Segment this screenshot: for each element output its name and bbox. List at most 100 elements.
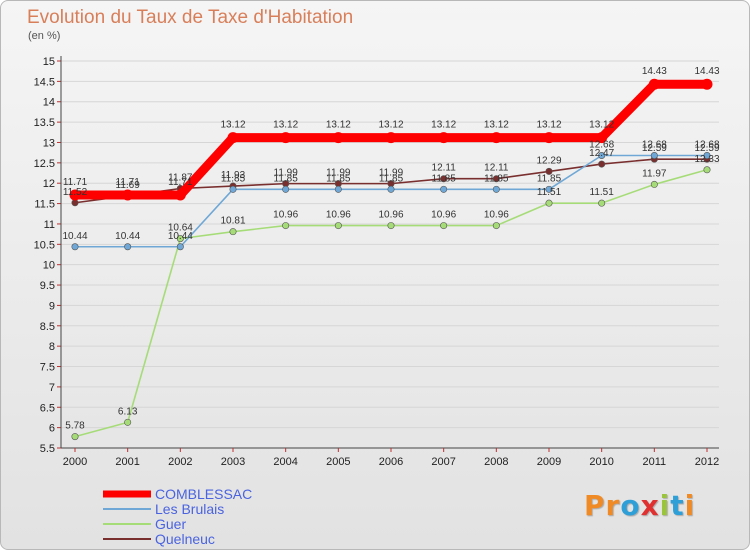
y-tick-label: 12 [43, 178, 55, 190]
y-unit-label: (en %) [28, 30, 61, 42]
data-label: 14.43 [642, 66, 667, 77]
data-label: 11.85 [221, 173, 246, 184]
data-label: 11.85 [537, 173, 562, 184]
data-point [543, 132, 555, 144]
data-label: 13.12 [326, 120, 351, 131]
data-label: 13.12 [589, 120, 614, 131]
y-tick-label: 15 [43, 56, 55, 68]
x-tick-label: 2006 [379, 456, 403, 468]
data-point [492, 175, 500, 183]
y-tick-label: 10.5 [34, 239, 55, 251]
data-point [703, 152, 711, 160]
data-label: 13.12 [220, 120, 245, 131]
data-point [71, 433, 79, 441]
proxiti-logo: Proxiti [584, 489, 696, 522]
data-label: 11.99 [326, 168, 351, 179]
x-tick-label: 2011 [643, 456, 667, 468]
data-point [229, 185, 237, 193]
data-point [650, 180, 658, 188]
chart-title: Evolution du Taux de Taxe d'Habitation [27, 7, 354, 28]
data-point [122, 189, 134, 201]
data-point [598, 152, 606, 160]
data-label: 12.59 [642, 143, 667, 154]
x-tick-label: 2005 [326, 456, 350, 468]
data-point [440, 222, 448, 230]
data-label: 12.29 [536, 155, 561, 166]
data-point [598, 160, 606, 168]
data-label: 11.85 [379, 173, 404, 184]
x-tick-label: 2002 [168, 456, 192, 468]
data-label: 11.51 [590, 187, 615, 198]
data-label: 11.71 [116, 177, 141, 188]
data-label: 13.12 [431, 120, 456, 131]
y-tick-label: 8.5 [40, 321, 55, 333]
data-point [69, 189, 81, 201]
data-point [701, 78, 713, 90]
data-label: 13.12 [484, 120, 509, 131]
data-point [545, 199, 553, 207]
y-tick-label: 13.5 [34, 117, 55, 129]
data-label: 5.78 [65, 421, 85, 432]
y-tick-label: 7.5 [40, 362, 55, 374]
data-label: 11.85 [326, 173, 351, 184]
data-point [332, 132, 344, 144]
data-label: 11.51 [537, 187, 562, 198]
data-point [71, 243, 79, 251]
data-label: 12.47 [589, 148, 614, 159]
data-label: 12.68 [642, 140, 667, 151]
x-tick-label: 2009 [537, 456, 561, 468]
data-label: 13.12 [378, 120, 403, 131]
data-point [648, 78, 660, 90]
y-tick-label: 9.5 [40, 280, 55, 292]
data-label: 10.96 [326, 210, 351, 221]
data-label: 11.85 [274, 173, 299, 184]
y-tick-label: 13 [43, 137, 55, 149]
x-tick-label: 2010 [589, 456, 613, 468]
data-label: 10.96 [431, 210, 456, 221]
data-label: 12.33 [694, 154, 719, 165]
data-label: 11.52 [63, 187, 88, 198]
data-point [596, 132, 608, 144]
data-point [227, 132, 239, 144]
data-label: 12.59 [694, 143, 719, 154]
data-point [334, 185, 342, 193]
data-label: 10.44 [115, 231, 140, 242]
data-label: 11.69 [116, 180, 141, 191]
x-tick-label: 2000 [63, 456, 87, 468]
data-point [387, 222, 395, 230]
y-tick-label: 14.5 [34, 76, 55, 88]
data-label: 11.85 [484, 173, 509, 184]
data-label: 11.99 [379, 168, 404, 179]
data-label: 12.11 [484, 163, 509, 174]
data-label: 10.44 [168, 231, 193, 242]
data-point [124, 418, 132, 426]
legend-label: Les Brulais [155, 501, 224, 517]
data-point [280, 132, 292, 144]
x-tick-label: 2003 [221, 456, 245, 468]
data-label: 6.13 [118, 406, 138, 417]
data-label: 10.96 [484, 210, 509, 221]
data-point [282, 222, 290, 230]
data-point [492, 222, 500, 230]
data-point [176, 243, 184, 251]
legend-label: Guer [155, 516, 186, 532]
x-tick-label: 2004 [273, 456, 297, 468]
y-tick-label: 11 [44, 219, 55, 231]
data-label: 13.12 [536, 120, 561, 131]
data-label: 10.96 [378, 210, 403, 221]
data-point [438, 132, 450, 144]
data-point [229, 228, 237, 236]
y-tick-label: 8 [49, 341, 55, 353]
data-point [282, 185, 290, 193]
data-point [334, 222, 342, 230]
data-point [545, 185, 553, 193]
data-point [490, 132, 502, 144]
y-tick-label: 6.5 [40, 402, 55, 414]
data-point [124, 243, 132, 251]
legend-label: COMBLESSAC [155, 486, 252, 502]
y-tick-label: 12.5 [34, 158, 55, 170]
data-point [650, 152, 658, 160]
data-point [545, 167, 553, 175]
